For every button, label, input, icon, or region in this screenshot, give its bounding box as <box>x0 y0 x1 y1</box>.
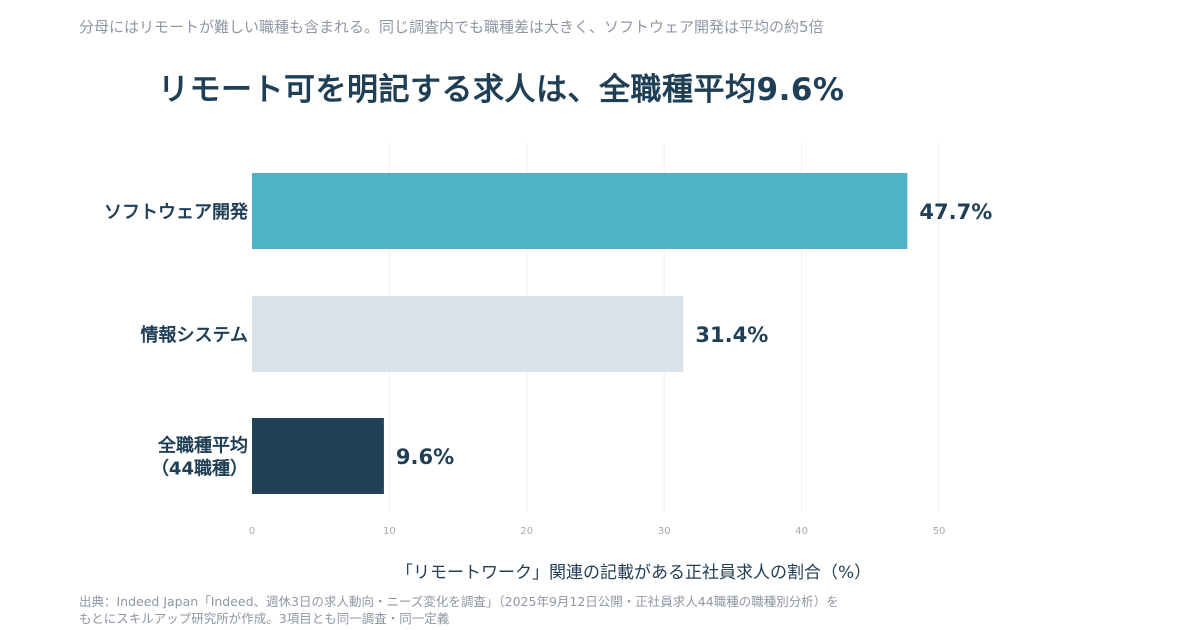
source-line-1: 出典：Indeed Japan「Indeed、週休3日の求人動向・ニーズ変化を調… <box>79 594 839 609</box>
source-note: 出典：Indeed Japan「Indeed、週休3日の求人動向・ニーズ変化を調… <box>79 593 899 627</box>
bar-value-label: 31.4% <box>695 323 768 347</box>
chart-title: リモート可を明記する求人は、全職種平均9.6% <box>158 72 845 108</box>
x-tick-label: 30 <box>658 526 671 537</box>
bar-value-label: 47.7% <box>919 200 992 224</box>
bar <box>252 173 908 249</box>
category-label: 全職種平均 <box>157 435 248 457</box>
x-tick-label: 20 <box>520 526 533 537</box>
chart-subtitle: 分母にはリモートが難しい職種も含まれる。同じ調査内でも職種差は大きく、ソフトウェ… <box>79 18 824 36</box>
category-label: 情報システム <box>141 324 248 346</box>
x-tick-label: 50 <box>933 526 946 537</box>
source-line-2: もとにスキルアップ研究所が作成。3項目とも同一調査・同一定義 <box>79 611 450 626</box>
x-tick-label: 0 <box>249 526 255 537</box>
x-axis-label: 「リモートワーク」関連の記載がある正社員求人の割合（%） <box>396 563 872 583</box>
category-label: （44職種） <box>151 458 248 480</box>
x-tick-label: 10 <box>383 526 396 537</box>
category-label: ソフトウェア開発 <box>104 201 249 223</box>
bar <box>252 418 384 494</box>
x-tick-label: 40 <box>795 526 808 537</box>
bar <box>252 296 684 372</box>
bar-value-label: 9.6% <box>396 445 454 469</box>
